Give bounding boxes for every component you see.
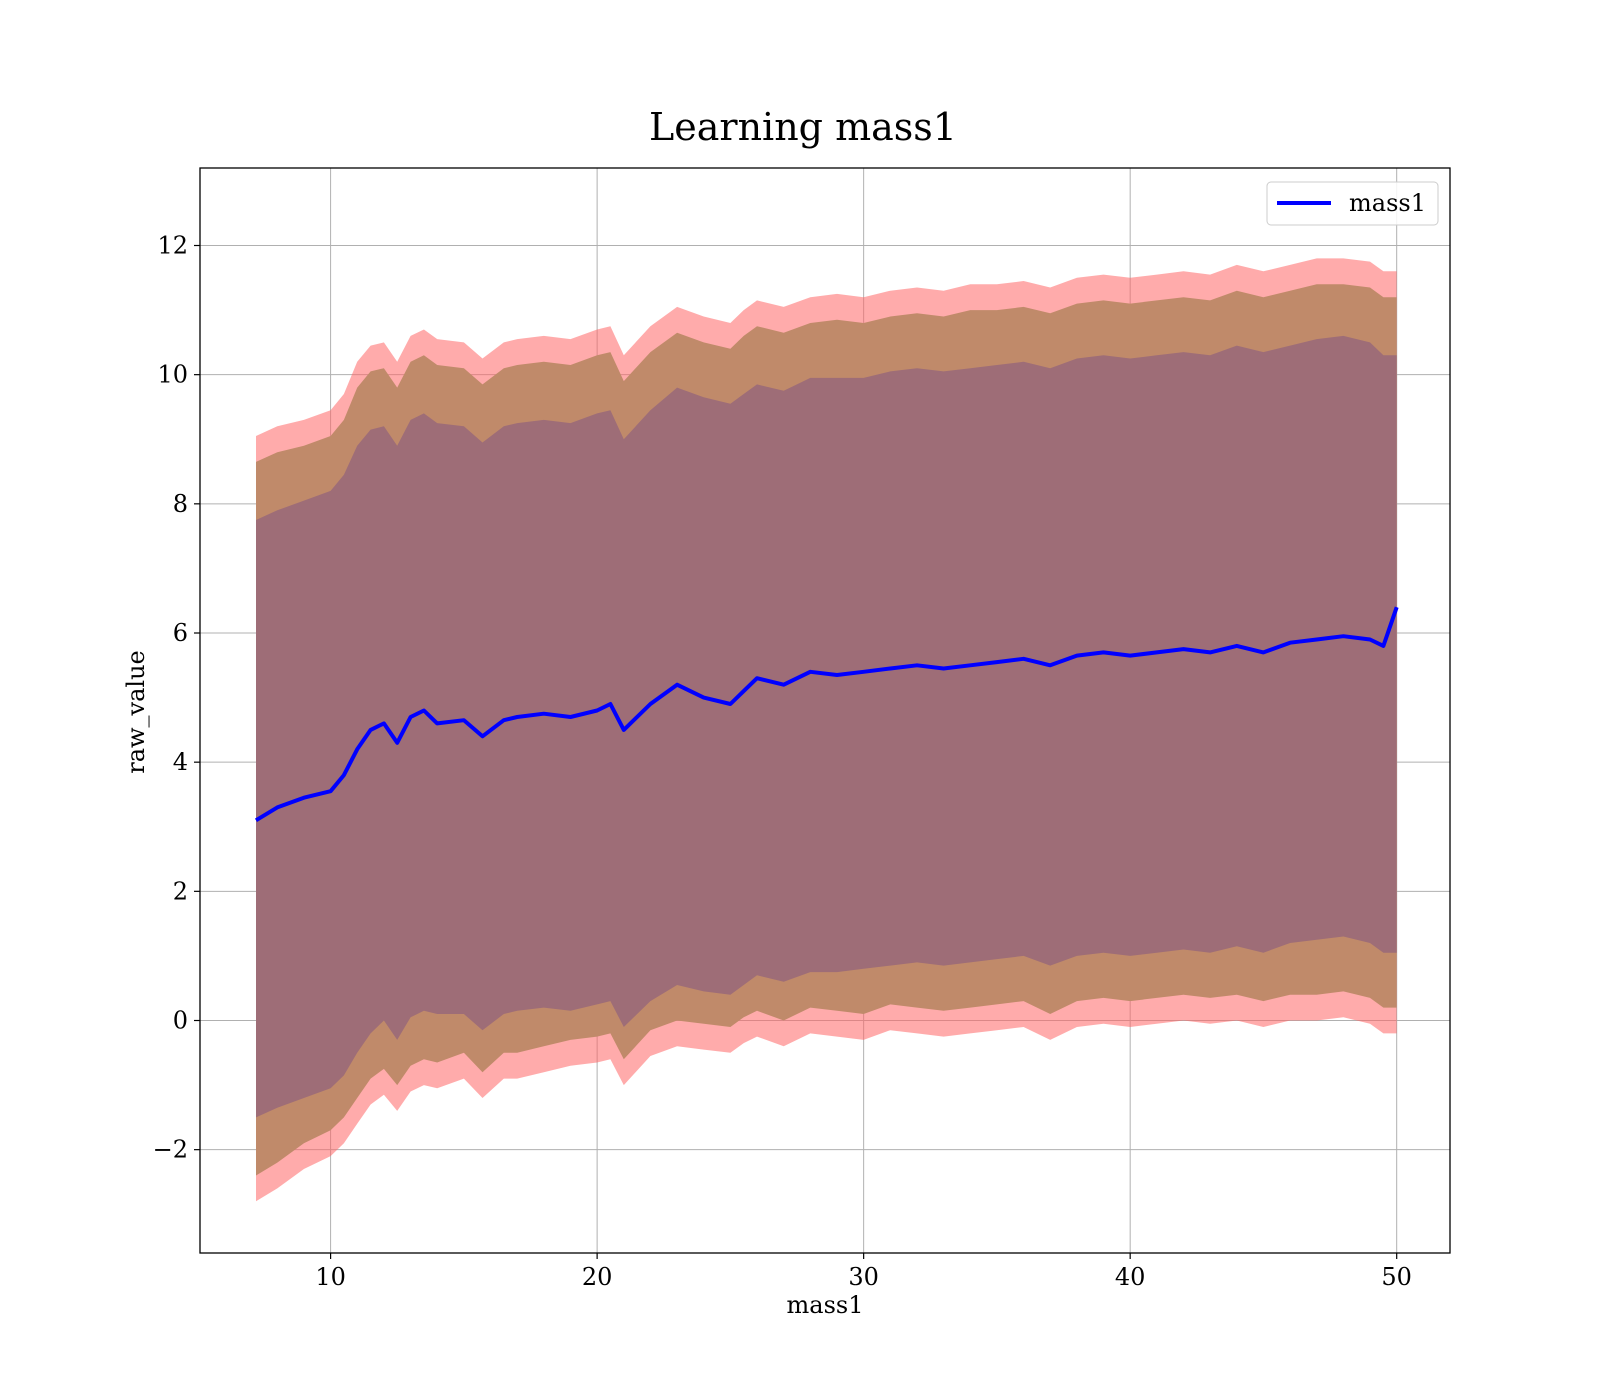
- y-tick-label: 8: [173, 490, 188, 518]
- ticks: 10 20 30 40 50 −2 0 2 4 6 8 10 12: [153, 232, 1412, 1292]
- plot-frame: [199, 167, 1451, 1254]
- x-tick-label: 40: [1115, 1263, 1146, 1291]
- y-tick-label: 6: [173, 619, 188, 647]
- series-lines: [254, 606, 1399, 823]
- series-line-mass1: [254, 606, 1399, 823]
- y-tick-label: 10: [157, 361, 188, 389]
- legend: mass1: [1266, 181, 1439, 226]
- x-tick-label: 50: [1381, 1263, 1412, 1291]
- confidence-band: [256, 335, 1397, 1118]
- x-tick-label: 20: [582, 1263, 613, 1291]
- y-tick-label: −2: [153, 1136, 188, 1164]
- x-tick-label: 30: [848, 1263, 879, 1291]
- legend-label-mass1: mass1: [1349, 189, 1426, 217]
- y-tick-label: 0: [173, 1007, 188, 1035]
- legend-box: [1266, 181, 1439, 226]
- x-axis-label: mass1: [787, 1291, 864, 1319]
- y-tick-label: 12: [157, 232, 188, 260]
- y-tick-label: 4: [173, 748, 188, 776]
- y-tick-label: 2: [173, 877, 188, 905]
- x-tick-label: 10: [315, 1263, 346, 1291]
- confidence-bands: [256, 258, 1397, 1202]
- chart-title: Learning mass1: [649, 105, 957, 149]
- y-axis-label: raw_value: [122, 650, 150, 774]
